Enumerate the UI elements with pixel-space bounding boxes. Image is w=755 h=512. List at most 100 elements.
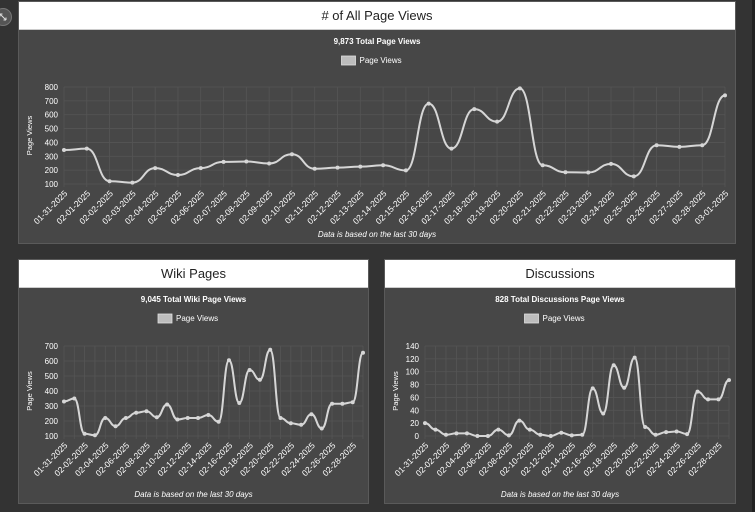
legend-label: Page Views <box>360 56 402 65</box>
data-point <box>72 396 77 401</box>
y-tick-label: 400 <box>45 387 59 396</box>
data-point <box>727 378 731 383</box>
data-point <box>226 358 231 363</box>
expand-arrows-icon[interactable] <box>0 8 12 26</box>
data-point <box>527 427 532 432</box>
data-point <box>506 433 511 438</box>
y-tick-label: 0 <box>415 432 420 441</box>
data-point <box>540 163 545 168</box>
y-axis-title: Page Views <box>25 371 34 411</box>
data-point <box>113 424 118 429</box>
data-point <box>632 355 637 360</box>
data-point <box>454 431 459 436</box>
data-point <box>247 368 252 372</box>
data-point <box>130 180 135 185</box>
y-tick-label: 200 <box>45 417 59 426</box>
data-point <box>319 426 324 431</box>
data-point <box>517 86 522 91</box>
all-page-views-panel: # of All Page Views 9,873 Total Page Vie… <box>18 1 736 244</box>
data-point <box>495 119 500 124</box>
data-point <box>517 418 522 423</box>
y-axis-title: Page Views <box>391 371 400 411</box>
data-point <box>196 416 201 420</box>
y-tick-label: 100 <box>45 432 59 441</box>
series-line-page-views <box>424 356 730 438</box>
legend-swatch <box>524 313 539 324</box>
data-point <box>144 409 149 414</box>
data-point <box>206 413 211 417</box>
data-point <box>443 432 448 437</box>
data-point <box>609 161 614 166</box>
data-point <box>677 144 682 149</box>
y-tick-label: 100 <box>406 368 420 377</box>
data-point <box>449 146 454 151</box>
wiki-page-views-chart: 9,045 Total Wiki Page Views Page Views 100… <box>25 295 365 499</box>
data-point <box>92 433 97 438</box>
data-point <box>723 93 727 98</box>
data-point <box>472 107 477 112</box>
legend-label: Page Views <box>176 314 218 323</box>
data-point <box>185 416 190 420</box>
y-tick-label: 800 <box>45 83 59 92</box>
panel-heading: Wiki Pages <box>19 260 368 288</box>
legend-swatch <box>341 55 356 66</box>
y-tick-label: 100 <box>45 180 59 189</box>
y-tick-label: 700 <box>45 97 59 106</box>
data-point <box>257 377 262 382</box>
data-point <box>62 399 66 404</box>
data-point <box>674 429 679 434</box>
data-point <box>278 416 283 420</box>
series-line-page-views <box>63 348 364 437</box>
data-point <box>590 386 595 391</box>
chart-title: 9,045 Total Wiki Page Views <box>141 295 247 304</box>
data-point <box>107 179 112 184</box>
data-point <box>198 166 203 171</box>
data-point <box>175 172 180 177</box>
data-point <box>601 411 606 416</box>
y-tick-label: 60 <box>410 393 419 402</box>
data-point <box>268 347 273 352</box>
data-point <box>563 170 568 175</box>
data-point <box>496 427 501 432</box>
data-point <box>700 143 705 148</box>
panel-heading: # of All Page Views <box>19 2 735 30</box>
y-tick-label: 40 <box>410 406 419 415</box>
y-tick-label: 700 <box>45 342 59 351</box>
discussions-panel: Discussions 828 Total Discussions Page V… <box>384 259 736 504</box>
data-point <box>165 402 170 407</box>
data-point <box>221 159 226 164</box>
data-point <box>103 416 108 420</box>
data-point <box>569 433 574 438</box>
data-point <box>538 432 543 437</box>
data-point <box>548 434 553 438</box>
y-axis-title: Page Views <box>25 116 34 156</box>
series-line-page-views <box>63 87 726 184</box>
y-tick-label: 300 <box>45 152 59 161</box>
data-point <box>622 385 627 390</box>
chart-title: 828 Total Discussions Page Views <box>495 295 625 304</box>
y-tick-label: 140 <box>406 342 420 351</box>
data-point <box>631 174 636 179</box>
y-tick-label: 120 <box>406 355 420 364</box>
data-point <box>312 166 317 171</box>
data-point <box>361 350 365 355</box>
y-tick-label: 200 <box>45 166 59 175</box>
data-point <box>237 401 242 405</box>
data-point <box>340 401 345 406</box>
data-point <box>423 421 427 426</box>
data-point <box>695 389 700 394</box>
legend-swatch <box>157 313 173 324</box>
data-point <box>426 101 431 106</box>
data-point <box>299 422 304 427</box>
data-point <box>335 165 340 170</box>
data-point <box>288 421 293 426</box>
wiki-pages-panel: Wiki Pages 9,045 Total Wiki Page Views Pa… <box>18 259 369 504</box>
data-point <box>154 415 159 420</box>
y-tick-label: 400 <box>45 138 59 147</box>
legend-label: Page Views <box>543 314 585 323</box>
data-point <box>244 159 249 164</box>
y-tick-label: 500 <box>45 372 59 381</box>
data-point <box>267 161 272 166</box>
chart-footnote: Data is based on the last 30 days <box>134 490 252 499</box>
y-tick-label: 500 <box>45 125 59 134</box>
